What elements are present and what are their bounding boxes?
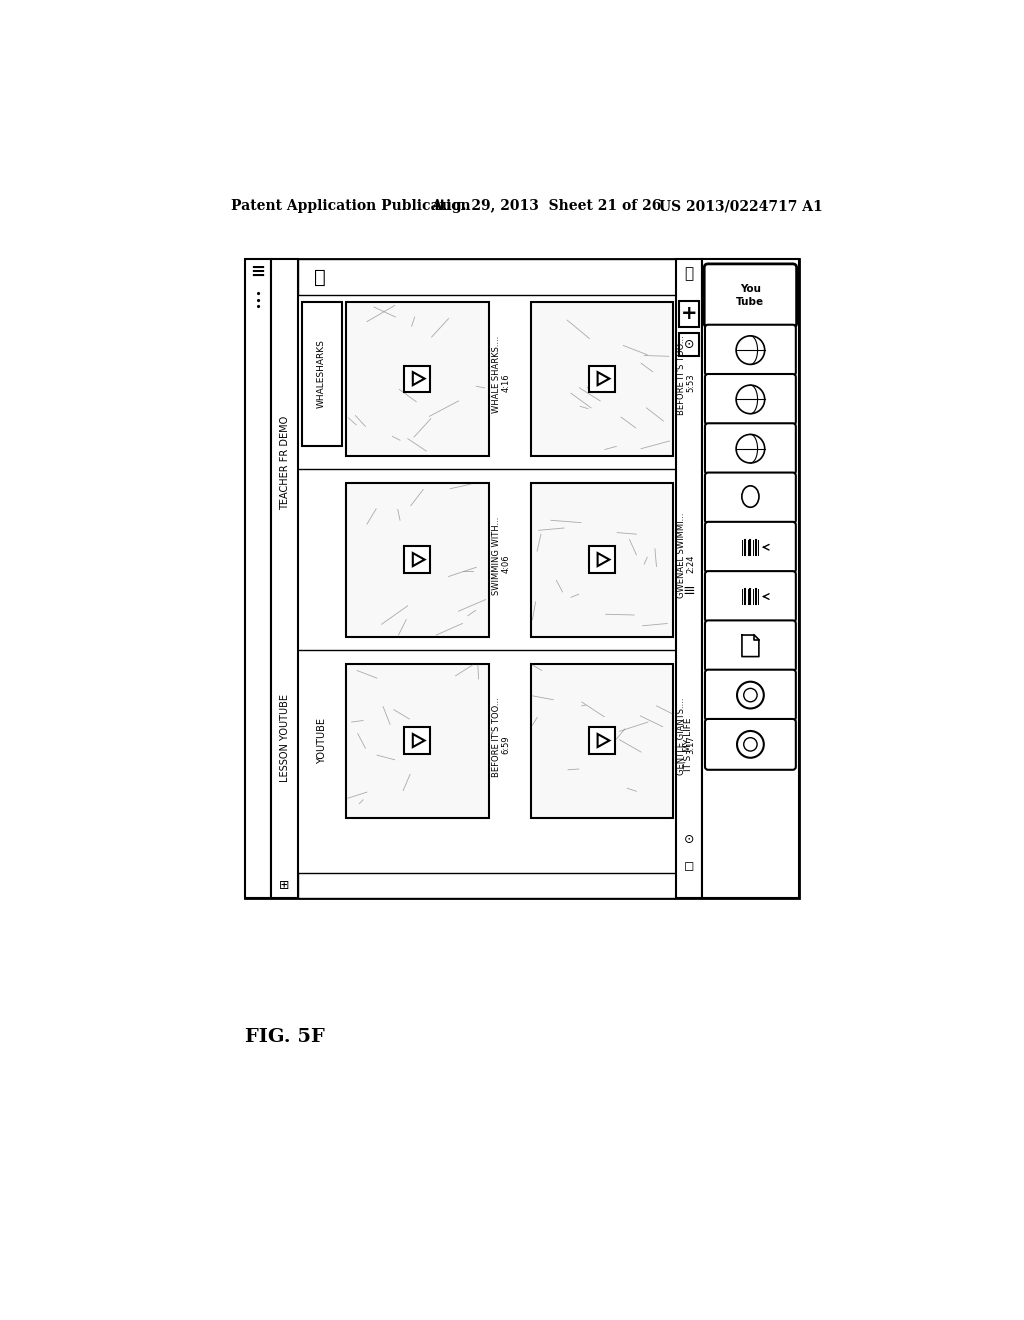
Text: ⊙: ⊙ xyxy=(684,338,694,351)
Text: ≡: ≡ xyxy=(250,264,265,281)
Bar xyxy=(701,259,799,898)
Bar xyxy=(531,483,674,636)
Bar xyxy=(346,483,488,636)
Bar xyxy=(245,259,799,898)
Text: FIG. 5F: FIG. 5F xyxy=(245,1028,325,1047)
Bar xyxy=(589,546,615,573)
Text: Aug. 29, 2013  Sheet 21 of 26: Aug. 29, 2013 Sheet 21 of 26 xyxy=(431,199,662,213)
Text: ◻: ◻ xyxy=(684,861,694,874)
Bar xyxy=(404,366,430,392)
Text: US 2013/0224717 A1: US 2013/0224717 A1 xyxy=(658,199,822,213)
Text: ⊙: ⊙ xyxy=(684,833,694,846)
Bar xyxy=(676,259,701,898)
Text: IT'S MY LIFE: IT'S MY LIFE xyxy=(684,718,693,771)
FancyBboxPatch shape xyxy=(705,473,796,524)
FancyBboxPatch shape xyxy=(705,374,796,425)
Bar xyxy=(270,259,298,898)
Text: ≡: ≡ xyxy=(682,583,695,598)
Text: You: You xyxy=(740,284,761,294)
Text: 4:06: 4:06 xyxy=(502,554,511,573)
Text: GENTLE GIANTS....: GENTLE GIANTS.... xyxy=(677,698,686,775)
Bar xyxy=(346,302,488,455)
Bar xyxy=(404,546,430,573)
Text: ⏱: ⏱ xyxy=(684,267,693,281)
Bar xyxy=(679,333,698,356)
Bar xyxy=(346,664,488,817)
FancyBboxPatch shape xyxy=(705,264,797,327)
Text: ⌕: ⌕ xyxy=(314,268,326,286)
Text: 5:53: 5:53 xyxy=(686,374,695,392)
Bar xyxy=(589,366,615,392)
Text: 3:17: 3:17 xyxy=(686,735,695,754)
Text: +: + xyxy=(681,305,697,323)
Text: TEACHER FR DEMO: TEACHER FR DEMO xyxy=(280,416,290,510)
Text: BEFORE IT'S TOO...: BEFORE IT'S TOO... xyxy=(677,335,686,414)
Text: 2:24: 2:24 xyxy=(686,554,695,573)
Text: ⊞: ⊞ xyxy=(280,879,290,892)
Text: 4:16: 4:16 xyxy=(502,374,511,392)
Text: SWIMMING WITH...: SWIMMING WITH... xyxy=(493,516,502,595)
FancyBboxPatch shape xyxy=(705,572,796,622)
FancyBboxPatch shape xyxy=(705,325,796,376)
Text: WHALE SHARKS....: WHALE SHARKS.... xyxy=(493,337,502,413)
Text: 6:59: 6:59 xyxy=(502,735,511,754)
Bar xyxy=(679,301,698,327)
Text: LESSON YOUTUBE: LESSON YOUTUBE xyxy=(280,694,290,781)
FancyBboxPatch shape xyxy=(705,424,796,474)
Text: YOUTUBE: YOUTUBE xyxy=(316,718,327,763)
Bar xyxy=(531,302,674,455)
Text: Patent Application Publication: Patent Application Publication xyxy=(230,199,470,213)
Bar xyxy=(589,727,615,754)
Bar xyxy=(531,664,674,817)
FancyBboxPatch shape xyxy=(705,620,796,671)
Bar xyxy=(404,727,430,754)
Bar xyxy=(298,873,676,898)
FancyBboxPatch shape xyxy=(705,521,796,573)
Bar xyxy=(298,259,676,296)
Text: GWENAEL SWIMMI...: GWENAEL SWIMMI... xyxy=(677,513,686,598)
Text: WHALESHARKS: WHALESHARKS xyxy=(317,339,326,408)
FancyBboxPatch shape xyxy=(705,719,796,770)
Bar xyxy=(245,259,270,898)
Text: BEFORE IT'S TOO...: BEFORE IT'S TOO... xyxy=(493,697,502,776)
Text: ∙∙∙: ∙∙∙ xyxy=(253,286,262,308)
Bar xyxy=(301,302,342,446)
Text: Tube: Tube xyxy=(736,297,765,306)
FancyBboxPatch shape xyxy=(705,669,796,721)
